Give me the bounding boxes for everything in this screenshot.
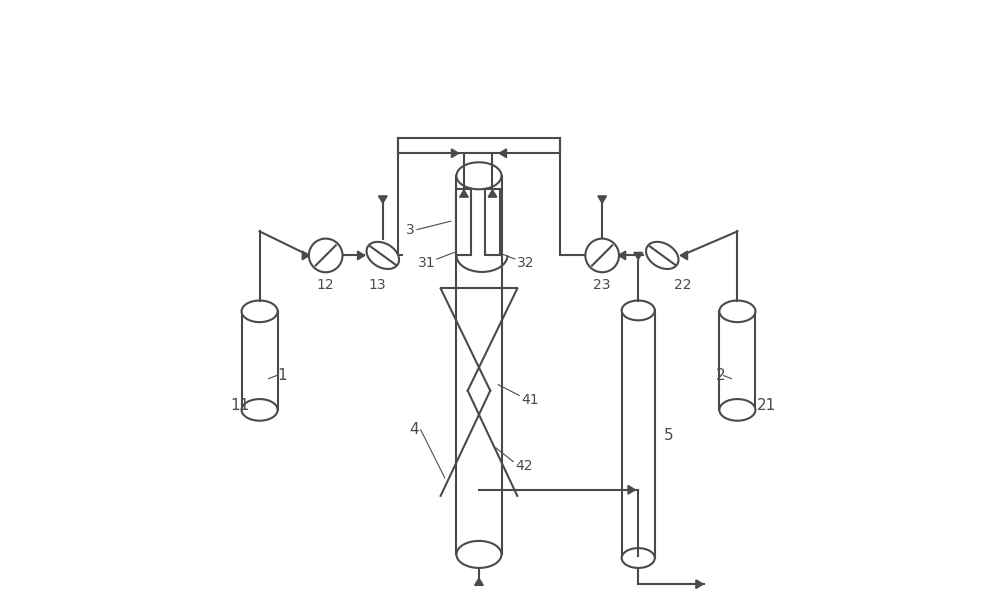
Ellipse shape <box>719 300 755 322</box>
Polygon shape <box>696 580 703 588</box>
Text: 23: 23 <box>593 278 611 291</box>
Bar <box>719 311 755 410</box>
Text: 13: 13 <box>368 278 386 291</box>
Polygon shape <box>378 196 387 203</box>
Ellipse shape <box>242 300 278 322</box>
Ellipse shape <box>719 399 755 421</box>
Polygon shape <box>488 190 497 197</box>
Polygon shape <box>358 251 365 260</box>
Polygon shape <box>680 251 688 260</box>
Text: 11: 11 <box>231 398 250 413</box>
Ellipse shape <box>242 399 278 421</box>
Ellipse shape <box>456 162 502 189</box>
Ellipse shape <box>646 242 679 269</box>
Polygon shape <box>475 578 483 585</box>
Bar <box>456 189 471 255</box>
Bar <box>456 176 502 554</box>
Text: 3: 3 <box>406 222 415 237</box>
Text: 5: 5 <box>663 429 673 443</box>
Text: 42: 42 <box>515 459 533 473</box>
Polygon shape <box>460 190 468 197</box>
Bar <box>622 310 655 558</box>
Bar <box>242 311 278 410</box>
Polygon shape <box>451 149 459 157</box>
Polygon shape <box>302 251 309 260</box>
Bar <box>485 189 500 255</box>
Text: 31: 31 <box>417 256 435 270</box>
Polygon shape <box>618 251 626 260</box>
Ellipse shape <box>367 242 399 269</box>
Polygon shape <box>499 149 506 157</box>
Text: 2: 2 <box>716 368 725 383</box>
Text: 41: 41 <box>521 392 539 407</box>
Text: 21: 21 <box>757 398 776 413</box>
Text: 12: 12 <box>317 278 335 291</box>
Polygon shape <box>598 196 606 203</box>
Text: 1: 1 <box>278 368 287 383</box>
Polygon shape <box>634 252 643 260</box>
Text: 22: 22 <box>674 278 692 291</box>
Ellipse shape <box>456 541 502 568</box>
Ellipse shape <box>622 548 655 568</box>
Ellipse shape <box>622 300 655 320</box>
Polygon shape <box>628 486 635 494</box>
Circle shape <box>309 239 343 272</box>
Text: 32: 32 <box>517 256 534 270</box>
Text: 4: 4 <box>409 423 419 437</box>
Circle shape <box>585 239 619 272</box>
